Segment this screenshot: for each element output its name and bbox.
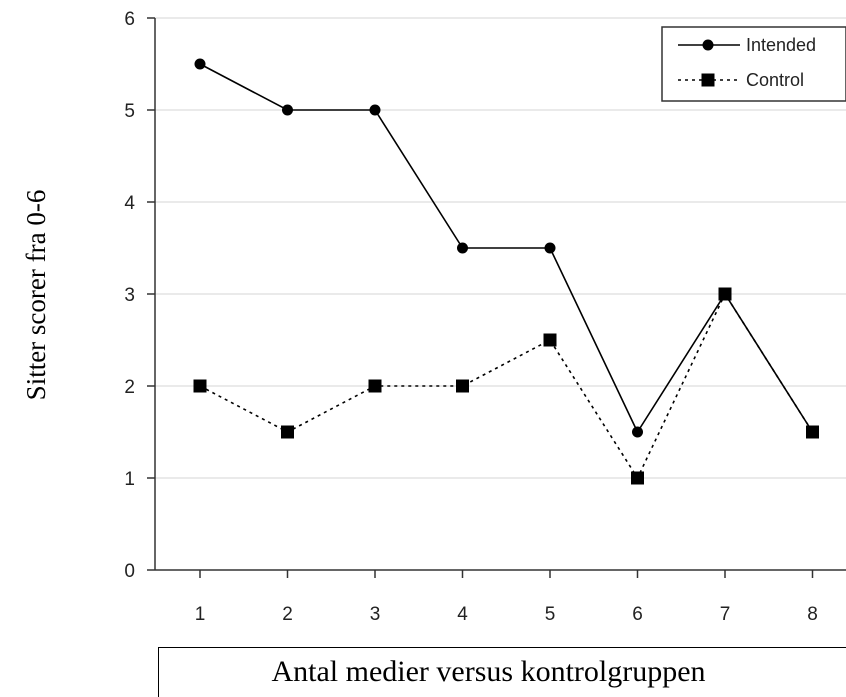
x-tick-label-1: 1	[195, 604, 206, 625]
legend-box	[661, 26, 846, 102]
point-intended-6	[632, 426, 643, 438]
x-tick-label-4: 4	[457, 604, 468, 625]
point-control-2	[281, 425, 294, 439]
series-line-intended	[199, 63, 814, 434]
x-tick-label-7: 7	[720, 604, 731, 625]
x-tick-label-5: 5	[545, 604, 556, 625]
point-control-6	[631, 471, 644, 485]
y-tick-label-1: 1	[124, 469, 135, 490]
point-control-5	[543, 333, 557, 347]
point-control-1	[193, 379, 207, 393]
x-ticks: 1 2 3 4 5 6 7 8	[195, 570, 818, 625]
y-tick-label-3: 3	[124, 285, 135, 306]
x-tick-label-8: 8	[807, 604, 818, 625]
gridlines	[155, 17, 846, 479]
point-control-4	[456, 379, 469, 393]
y-tick-label-6: 6	[124, 9, 135, 30]
y-tick-label-4: 4	[124, 193, 135, 214]
x-axis-label: Antal medier versus kontrolgruppen	[158, 647, 846, 697]
point-intended-8	[807, 426, 818, 438]
point-intended-1	[194, 58, 206, 70]
y-axis-label: Sitter scorer fra 0-6	[21, 190, 51, 401]
point-control-3	[368, 379, 382, 393]
y-tick-label-0: 0	[124, 561, 135, 582]
legend: Intended Control	[661, 26, 846, 102]
series-group	[193, 58, 819, 485]
point-intended-2	[282, 104, 293, 116]
legend-label-control: Control	[746, 70, 804, 90]
y-ticks: 0 1 2 3 4 5 6	[124, 9, 155, 582]
x-tick-label-3: 3	[370, 604, 381, 625]
y-tick-label-2: 2	[124, 377, 135, 398]
legend-label-intended: Intended	[746, 35, 816, 55]
legend-marker-intended	[702, 39, 714, 51]
point-intended-4	[457, 242, 468, 254]
legend-marker-control	[701, 73, 715, 87]
y-tick-label-5: 5	[124, 101, 135, 122]
x-tick-label-6: 6	[632, 604, 643, 625]
point-intended-3	[369, 104, 381, 116]
x-tick-label-2: 2	[282, 604, 293, 625]
point-intended-5	[544, 242, 556, 254]
point-intended-7	[719, 288, 731, 300]
